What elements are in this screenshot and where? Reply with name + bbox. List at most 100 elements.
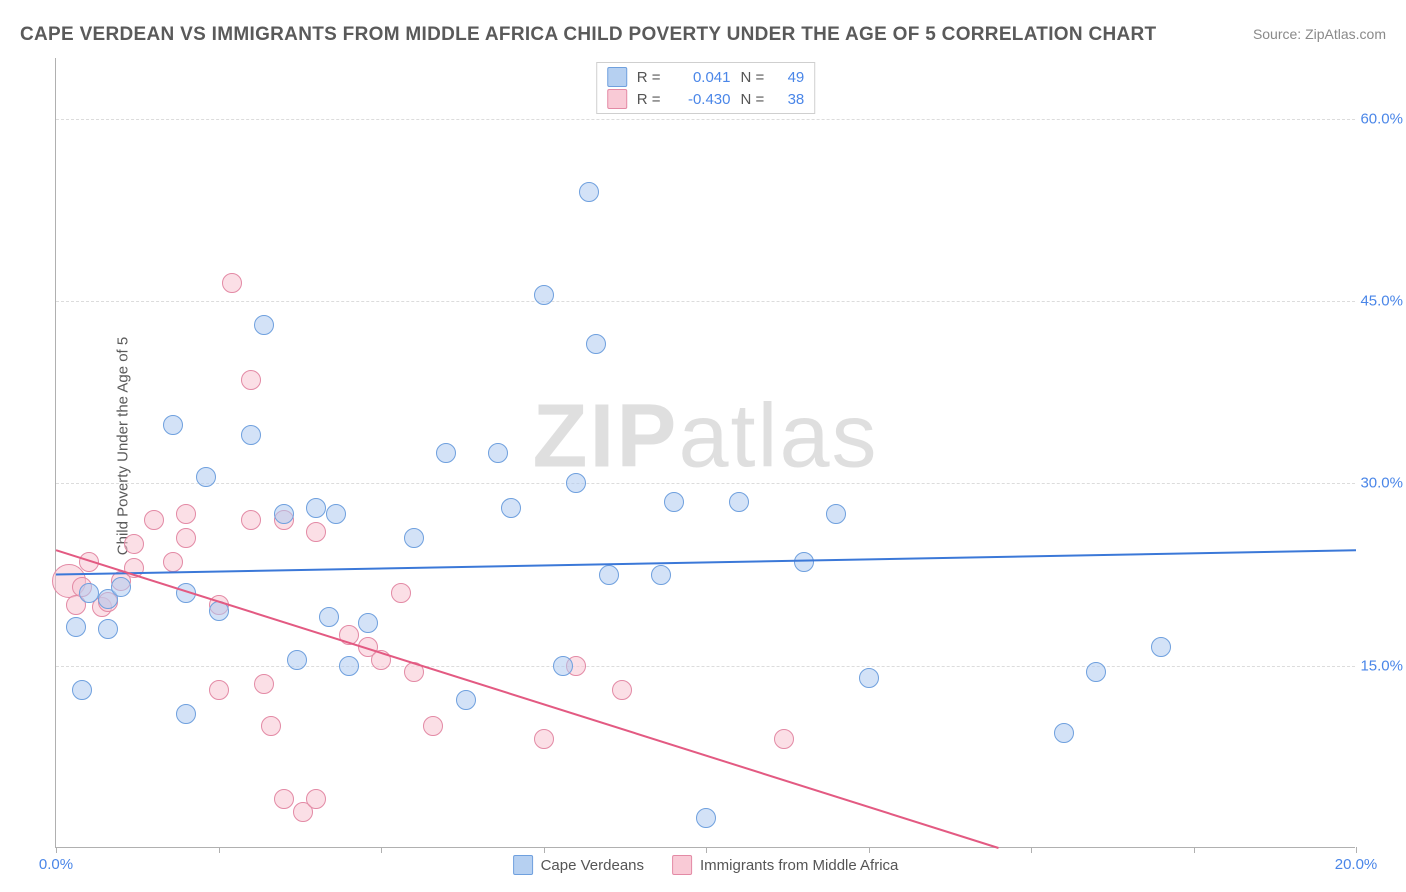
scatter-point — [436, 443, 456, 463]
y-tick-label: 60.0% — [1360, 110, 1403, 127]
scatter-point — [612, 680, 632, 700]
x-tick — [1194, 847, 1195, 853]
scatter-point — [79, 583, 99, 603]
gridline — [56, 666, 1355, 667]
scatter-point — [599, 565, 619, 585]
scatter-point — [176, 504, 196, 524]
trend-lines — [56, 58, 1356, 848]
scatter-point — [274, 789, 294, 809]
gridline — [56, 483, 1355, 484]
scatter-point — [241, 370, 261, 390]
n-value-pink: 38 — [774, 91, 804, 108]
scatter-point — [274, 504, 294, 524]
scatter-point — [534, 285, 554, 305]
gridline — [56, 119, 1355, 120]
legend-label-pink: Immigrants from Middle Africa — [700, 857, 898, 874]
swatch-pink-icon — [607, 89, 627, 109]
r-value-blue: 0.041 — [671, 69, 731, 86]
scatter-point — [144, 510, 164, 530]
scatter-point — [306, 522, 326, 542]
scatter-point — [209, 601, 229, 621]
plot-area: ZIPatlas R = 0.041 N = 49 R = -0.430 N =… — [55, 58, 1355, 848]
y-tick-label: 45.0% — [1360, 293, 1403, 310]
scatter-point — [488, 443, 508, 463]
swatch-blue-icon — [513, 855, 533, 875]
n-label: N = — [741, 91, 765, 108]
scatter-point — [254, 674, 274, 694]
scatter-point — [566, 473, 586, 493]
scatter-point — [391, 583, 411, 603]
scatter-point — [176, 704, 196, 724]
scatter-point — [196, 467, 216, 487]
scatter-point — [794, 552, 814, 572]
trend-line — [56, 550, 999, 848]
legend-row-blue: R = 0.041 N = 49 — [607, 67, 805, 87]
scatter-point — [553, 656, 573, 676]
scatter-point — [579, 182, 599, 202]
r-label: R = — [637, 69, 661, 86]
legend-label-blue: Cape Verdeans — [541, 857, 644, 874]
x-tick — [869, 847, 870, 853]
scatter-point — [222, 273, 242, 293]
scatter-point — [98, 619, 118, 639]
scatter-point — [339, 625, 359, 645]
x-tick-label: 0.0% — [39, 856, 73, 873]
scatter-point — [319, 607, 339, 627]
n-value-blue: 49 — [774, 69, 804, 86]
scatter-point — [1054, 723, 1074, 743]
scatter-point — [111, 577, 131, 597]
scatter-point — [501, 498, 521, 518]
scatter-point — [358, 613, 378, 633]
scatter-point — [664, 492, 684, 512]
legend-item-blue: Cape Verdeans — [513, 855, 644, 875]
x-tick — [544, 847, 545, 853]
trend-line — [56, 550, 1356, 574]
x-tick — [1031, 847, 1032, 853]
scatter-point — [404, 662, 424, 682]
scatter-point — [163, 552, 183, 572]
scatter-point — [241, 510, 261, 530]
scatter-point — [774, 729, 794, 749]
scatter-point — [79, 552, 99, 572]
scatter-point — [696, 808, 716, 828]
n-label: N = — [741, 69, 765, 86]
watermark: ZIPatlas — [532, 385, 878, 488]
scatter-point — [287, 650, 307, 670]
swatch-blue-icon — [607, 67, 627, 87]
scatter-point — [306, 498, 326, 518]
scatter-point — [124, 558, 144, 578]
scatter-point — [456, 690, 476, 710]
scatter-point — [124, 534, 144, 554]
scatter-point — [404, 528, 424, 548]
scatter-point — [254, 315, 274, 335]
swatch-pink-icon — [672, 855, 692, 875]
scatter-point — [72, 680, 92, 700]
y-tick-label: 30.0% — [1360, 475, 1403, 492]
series-legend: Cape Verdeans Immigrants from Middle Afr… — [513, 855, 899, 875]
correlation-legend: R = 0.041 N = 49 R = -0.430 N = 38 — [596, 62, 816, 114]
x-tick — [56, 847, 57, 853]
scatter-point — [826, 504, 846, 524]
scatter-point — [651, 565, 671, 585]
scatter-point — [586, 334, 606, 354]
x-tick — [1356, 847, 1357, 853]
watermark-bold: ZIP — [532, 386, 678, 486]
r-label: R = — [637, 91, 661, 108]
scatter-point — [306, 789, 326, 809]
watermark-rest: atlas — [678, 386, 878, 486]
scatter-point — [241, 425, 261, 445]
scatter-point — [326, 504, 346, 524]
x-tick-label: 20.0% — [1335, 856, 1378, 873]
scatter-point — [371, 650, 391, 670]
scatter-point — [1086, 662, 1106, 682]
scatter-point — [66, 617, 86, 637]
x-tick — [706, 847, 707, 853]
scatter-point — [176, 528, 196, 548]
y-tick-label: 15.0% — [1360, 657, 1403, 674]
x-tick — [381, 847, 382, 853]
scatter-point — [339, 656, 359, 676]
source-attribution: Source: ZipAtlas.com — [1253, 26, 1386, 42]
legend-row-pink: R = -0.430 N = 38 — [607, 89, 805, 109]
scatter-point — [534, 729, 554, 749]
scatter-point — [859, 668, 879, 688]
